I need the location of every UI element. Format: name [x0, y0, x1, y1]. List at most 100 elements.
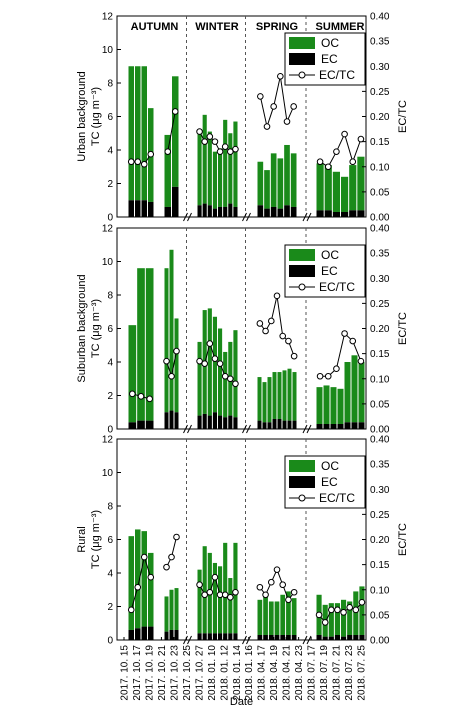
- ratio-point: [232, 145, 239, 153]
- ec-bar: [264, 208, 270, 218]
- ec-bar: [257, 634, 263, 640]
- axis-break-mark: [187, 635, 192, 645]
- oc-bar: [270, 153, 277, 207]
- legend-ratio-label: EC/TC: [319, 280, 355, 294]
- ratio-point: [201, 138, 208, 145]
- oc-bar: [233, 330, 238, 418]
- oc-bar: [137, 268, 145, 421]
- ec-bar: [277, 208, 284, 218]
- oc-bar: [145, 268, 154, 421]
- ratio-point: [334, 606, 341, 614]
- ratio-point: [196, 128, 203, 135]
- x-tick-label: 2018. 07. 25: [357, 645, 368, 701]
- legend-ratio-marker: [298, 71, 306, 79]
- oc-bar: [257, 161, 264, 206]
- y-tick-label-right: 0.05: [370, 399, 390, 410]
- ec-bar: [212, 208, 218, 218]
- ratio-point: [140, 160, 148, 168]
- oc-bar: [197, 129, 202, 206]
- ec-bar: [287, 420, 292, 430]
- oc-bar: [212, 316, 218, 413]
- ec-bar: [263, 634, 268, 640]
- y-tick-label-left: 8: [107, 79, 113, 90]
- ratio-point: [267, 317, 275, 325]
- ratio-point: [216, 148, 224, 155]
- ratio-point: [211, 138, 219, 145]
- x-tick-label: 2017. 10. 19: [144, 645, 155, 701]
- ratio-point: [232, 380, 239, 388]
- oc-bar: [202, 546, 207, 634]
- ec-bar: [148, 201, 154, 217]
- y-tick-label-left: 12: [102, 435, 114, 446]
- axis-break-mark: [302, 635, 308, 645]
- ratio-point: [211, 355, 219, 362]
- y-tick-label-right: 0.00: [370, 213, 390, 224]
- season-label: WINTER: [195, 21, 238, 33]
- legend-oc-label: OC: [321, 248, 339, 262]
- ec-bar: [169, 629, 174, 640]
- oc-bar: [128, 325, 137, 423]
- ratio-point: [341, 330, 348, 337]
- oc-bar: [141, 531, 147, 627]
- ec-bar: [202, 633, 207, 640]
- y-tick-label-right: 0.30: [370, 485, 390, 496]
- axis-break-mark: [306, 424, 312, 434]
- ratio-point: [346, 604, 353, 611]
- ec-bar: [262, 422, 267, 429]
- oc-bar: [174, 318, 179, 413]
- legend-ratio-label: EC/TC: [319, 68, 355, 82]
- y-tick-label-left: 4: [107, 569, 113, 580]
- ratio-point: [127, 606, 135, 614]
- oc-bar: [257, 599, 263, 635]
- x-tick-label: 2018. 01. 14: [232, 645, 243, 701]
- oc-bar: [164, 596, 169, 632]
- ec-bar: [291, 634, 297, 640]
- ec-bar: [324, 210, 332, 217]
- oc-bar: [197, 569, 202, 634]
- ratio-point: [333, 365, 340, 373]
- legend-oc-swatch: [289, 460, 315, 472]
- oc-bar: [291, 598, 297, 635]
- oc-bar: [212, 151, 218, 209]
- y-tick-label-left: 2: [107, 179, 113, 190]
- oc-bar: [282, 370, 287, 421]
- oc-bar: [169, 589, 174, 630]
- axis-break-mark: [302, 424, 308, 434]
- ec-bar: [207, 633, 212, 640]
- y-tick-label-right: 0.40: [370, 224, 390, 235]
- ratio-point: [285, 337, 292, 345]
- axis-break-mark: [246, 424, 251, 434]
- oc-bar: [164, 134, 171, 207]
- ec-bar: [290, 206, 297, 217]
- oc-bar: [135, 66, 141, 201]
- ratio-point: [201, 360, 208, 367]
- ratio-point: [257, 93, 264, 100]
- y-tick-label-left: 10: [102, 257, 114, 268]
- oc-bar: [341, 176, 349, 212]
- ratio-point: [316, 372, 324, 380]
- oc-bar: [277, 158, 284, 209]
- oc-bar: [290, 153, 297, 207]
- y-tick-label-right: 0.10: [370, 374, 390, 385]
- ratio-point: [290, 352, 298, 360]
- x-tick-label: 2017. 10. 27: [194, 645, 205, 701]
- ec-bar: [323, 423, 330, 429]
- ratio-line: [259, 295, 295, 357]
- ec-bar: [351, 422, 358, 429]
- legend-ec-swatch: [289, 265, 315, 277]
- oc-bar: [316, 163, 324, 211]
- ec-bar: [128, 200, 134, 217]
- season-label: SUMMER: [316, 21, 365, 33]
- x-tick-label: 2018. 01. 10: [207, 645, 218, 701]
- ec-bar: [164, 412, 169, 429]
- oc-bar: [212, 562, 218, 634]
- season-label: AUTUMN: [131, 21, 179, 33]
- ec-bar: [202, 203, 207, 217]
- y-tick-label-left: 10: [102, 45, 114, 56]
- ratio-point: [357, 135, 365, 143]
- y-tick-label-left: 2: [107, 391, 113, 402]
- legend-ec-swatch: [289, 476, 315, 488]
- ratio-point: [279, 581, 287, 589]
- ratio-point: [211, 573, 219, 581]
- ec-bar: [357, 210, 365, 217]
